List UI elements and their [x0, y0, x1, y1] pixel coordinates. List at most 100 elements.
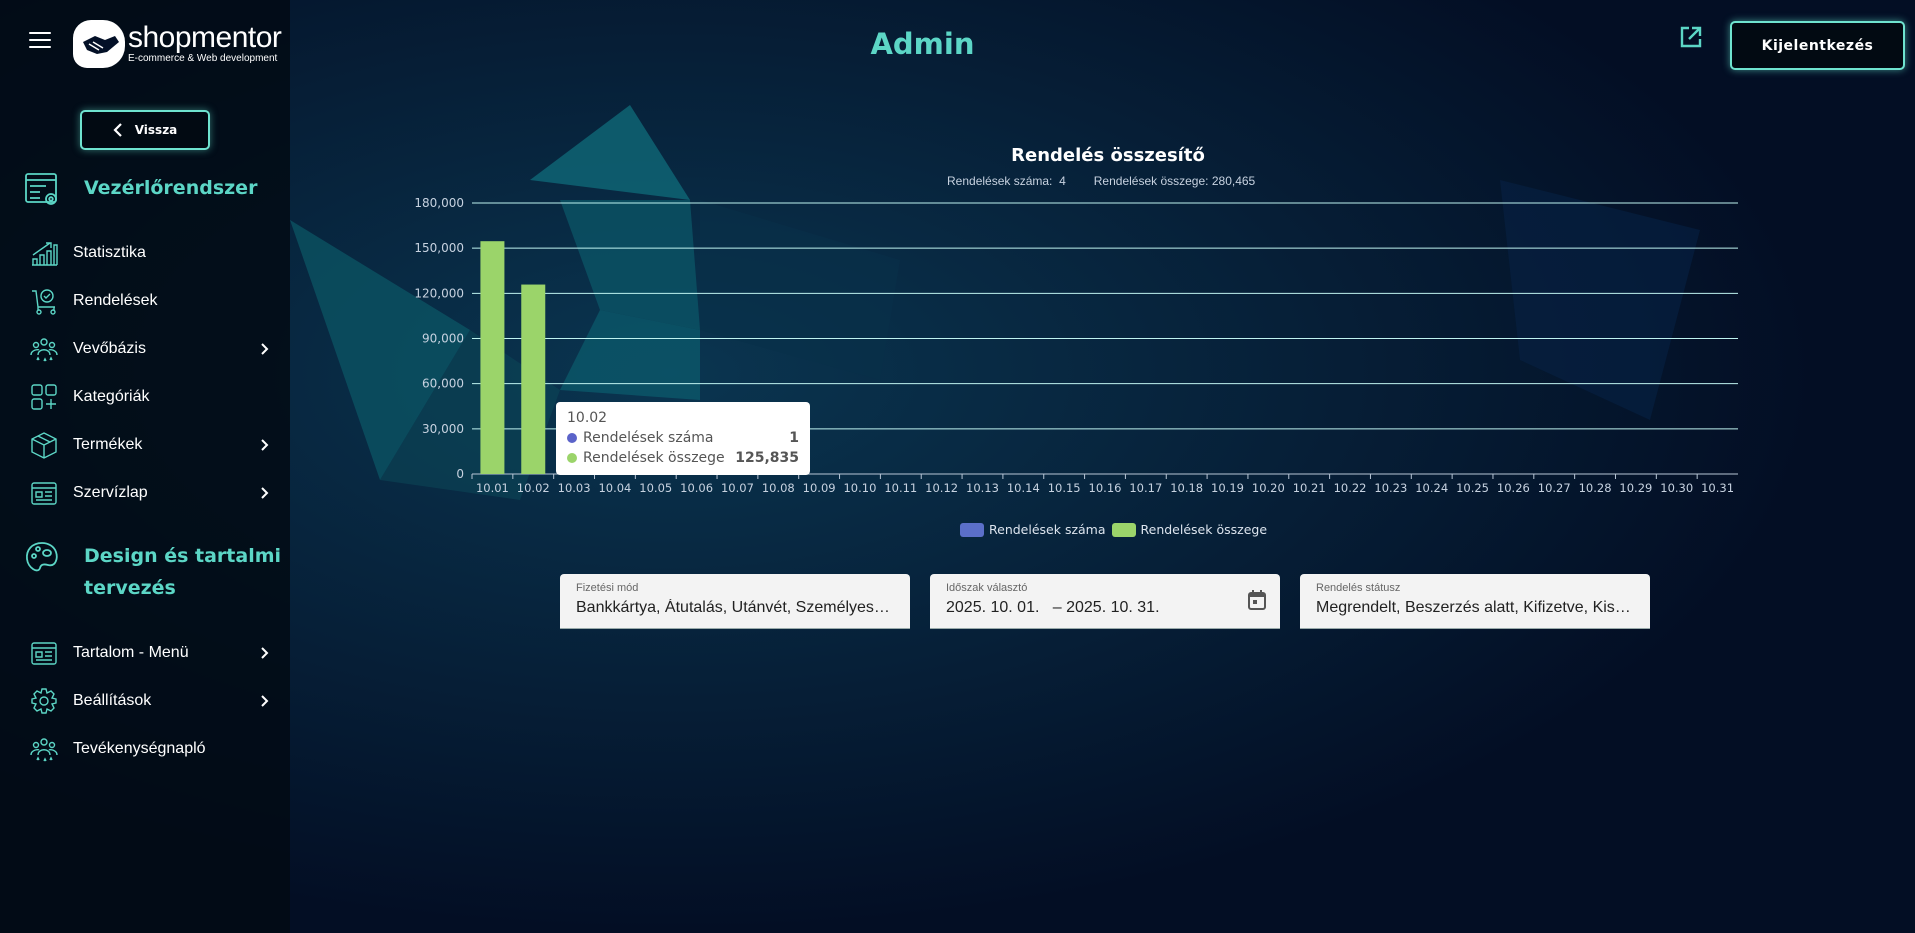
- legend-item-total[interactable]: Rendelések összege: [1111, 522, 1268, 537]
- series-dot-icon: [567, 433, 577, 443]
- chevron-right-icon: [261, 487, 269, 499]
- bar-total: [480, 241, 505, 474]
- calendar-icon[interactable]: [1248, 590, 1266, 610]
- back-button[interactable]: Vissza: [80, 110, 210, 150]
- x-tick-label: 10.17: [1129, 481, 1162, 495]
- sidebar-item-termékek[interactable]: Termékek: [30, 425, 270, 465]
- sidebar-item-label: Termékek: [73, 436, 143, 453]
- x-tick-label: 10.08: [762, 481, 795, 495]
- external-link-icon[interactable]: [1680, 26, 1702, 53]
- chevron-right-icon: [261, 343, 269, 355]
- gear-icon: [31, 688, 57, 714]
- legend-label: Rendelések száma: [989, 522, 1106, 537]
- dashboard-settings-icon: [25, 173, 57, 205]
- logo[interactable]: shopmentor E-commerce & Web development: [73, 20, 282, 68]
- cart-check-icon: [32, 289, 56, 315]
- field-value: Bankkártya, Átutalás, Utánvét, Személyes…: [576, 599, 894, 616]
- x-tick-label: 10.29: [1619, 481, 1652, 495]
- categories-icon: [31, 384, 57, 410]
- section-title-line2: tervezés: [84, 577, 176, 599]
- x-tick-label: 10.26: [1497, 481, 1530, 495]
- order-status-select[interactable]: Rendelés státusz Megrendelt, Beszerzés a…: [1300, 574, 1650, 629]
- y-tick-label: 30,000: [422, 422, 464, 436]
- tooltip-label: Rendelések összege: [583, 450, 725, 466]
- x-tick-label: 10.20: [1252, 481, 1285, 495]
- x-tick-label: 10.15: [1048, 481, 1081, 495]
- chevron-right-icon: [261, 439, 269, 451]
- x-tick-label: 10.10: [843, 481, 876, 495]
- x-tick-label: 10.01: [476, 481, 509, 495]
- sidebar-item-tartalom-menü[interactable]: Tartalom - Menü: [30, 633, 270, 673]
- sidebar-item-label: Vevőbázis: [73, 340, 146, 357]
- sidebar-item-szervízlap[interactable]: Szervízlap: [30, 473, 270, 513]
- sidebar-item-label: Szervízlap: [73, 484, 148, 501]
- date-range-picker[interactable]: Időszak választó 2025. 10. 01. – 2025. 1…: [930, 574, 1280, 629]
- sidebar-item-tevékenységnapló[interactable]: Tevékenységnapló: [30, 729, 270, 769]
- x-tick-label: 10.24: [1415, 481, 1448, 495]
- field-value: 2025. 10. 01. – 2025. 10. 31.: [946, 599, 1160, 616]
- palette-icon: [26, 542, 58, 572]
- box-icon: [31, 432, 57, 459]
- sidebar-item-rendelések[interactable]: Rendelések: [30, 281, 270, 321]
- service-sheet-icon: [31, 482, 57, 505]
- sidebar-item-statisztika[interactable]: Statisztika: [30, 233, 270, 273]
- y-tick-label: 0: [456, 467, 464, 481]
- bar-total: [521, 284, 546, 474]
- hamburger-menu-icon[interactable]: [29, 32, 51, 50]
- chevron-left-icon: [113, 123, 122, 137]
- x-tick-label: 10.14: [1007, 481, 1040, 495]
- field-label: Fizetési mód: [576, 582, 639, 594]
- field-label: Rendelés státusz: [1316, 582, 1401, 594]
- x-tick-label: 10.09: [803, 481, 836, 495]
- x-tick-label: 10.22: [1334, 481, 1367, 495]
- x-tick-label: 10.25: [1456, 481, 1489, 495]
- x-tick-label: 10.12: [925, 481, 958, 495]
- section-title: Vezérlőrendszer: [84, 177, 258, 199]
- x-tick-label: 10.27: [1538, 481, 1571, 495]
- sidebar-item-label: Rendelések: [73, 292, 158, 309]
- x-tick-label: 10.07: [721, 481, 754, 495]
- x-tick-label: 10.13: [966, 481, 999, 495]
- y-tick-label: 180,000: [414, 196, 464, 210]
- x-tick-label: 10.30: [1660, 481, 1693, 495]
- tooltip-row: Rendelések száma 1: [567, 430, 799, 446]
- x-tick-label: 10.02: [517, 481, 550, 495]
- chevron-right-icon: [261, 647, 269, 659]
- legend-item-count[interactable]: Rendelések száma: [960, 522, 1106, 537]
- legend-label: Rendelések összege: [1140, 522, 1268, 537]
- chevron-right-icon: [261, 695, 269, 707]
- section-heading-control: Vezérlőrendszer: [24, 172, 257, 208]
- logout-button[interactable]: Kijelentkezés: [1730, 21, 1905, 70]
- order-total-label: Rendelések összege:: [1093, 174, 1209, 188]
- x-tick-label: 10.31: [1701, 481, 1734, 495]
- y-tick-label: 120,000: [414, 286, 464, 300]
- back-label: Vissza: [134, 123, 178, 137]
- x-tick-label: 10.04: [598, 481, 631, 495]
- x-tick-label: 10.28: [1579, 481, 1612, 495]
- x-tick-label: 10.19: [1211, 481, 1244, 495]
- sidebar-item-beállítások[interactable]: Beállítások: [30, 681, 270, 721]
- activity-log-icon: [30, 738, 58, 762]
- sidebar-item-label: Tartalom - Menü: [73, 644, 189, 661]
- sidebar: [0, 0, 290, 933]
- sidebar-item-kategóriák[interactable]: Kategóriák: [30, 377, 270, 417]
- series-dot-icon: [567, 453, 577, 463]
- sidebar-item-vevőbázis[interactable]: Vevőbázis: [30, 329, 270, 369]
- tooltip-label: Rendelések száma: [583, 430, 714, 446]
- x-tick-label: 10.06: [680, 481, 713, 495]
- tooltip-date: 10.02: [567, 410, 608, 426]
- customers-icon: [30, 338, 58, 362]
- x-tick-label: 10.03: [558, 481, 591, 495]
- content-menu-icon: [31, 642, 57, 665]
- chart-growth-icon: [32, 242, 58, 266]
- sidebar-item-label: Kategóriák: [73, 388, 150, 405]
- x-tick-label: 10.05: [639, 481, 672, 495]
- payment-method-select[interactable]: Fizetési mód Bankkártya, Átutalás, Utánv…: [560, 574, 910, 629]
- logo-name: shopmentor: [128, 21, 282, 54]
- logo-tagline: E-commerce & Web development: [128, 53, 278, 64]
- legend-swatch: [1111, 522, 1136, 537]
- section-heading-design: Design és tartalmi tervezés: [24, 540, 281, 604]
- field-label: Időszak választó: [946, 582, 1028, 594]
